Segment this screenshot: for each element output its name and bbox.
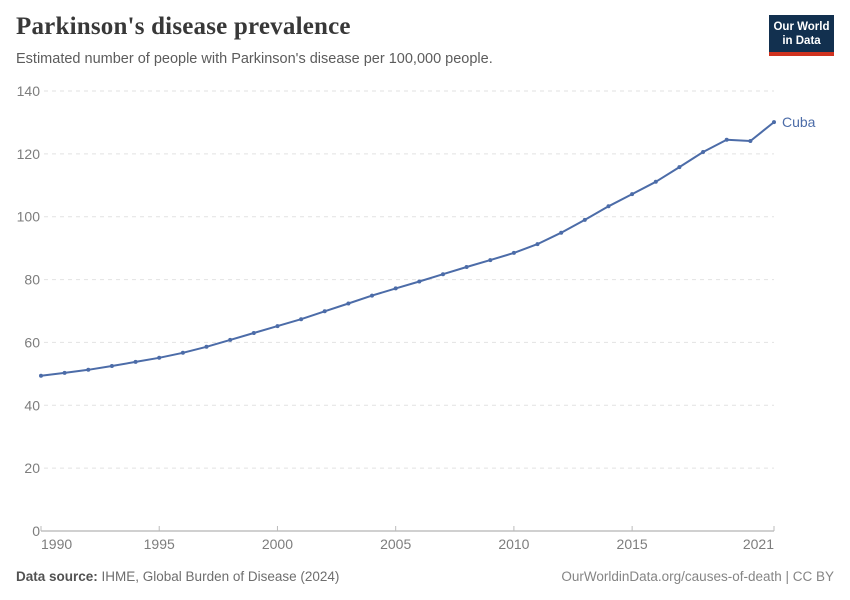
data-point[interactable] xyxy=(748,139,753,143)
data-point[interactable] xyxy=(535,242,540,247)
data-source-label: Data source: xyxy=(16,569,98,584)
x-axis-tick-label: 2021 xyxy=(743,536,774,552)
data-point[interactable] xyxy=(464,265,469,269)
y-axis-tick-label: 80 xyxy=(24,272,40,288)
owid-license-link[interactable]: OurWorldinData.org/causes-of-death | CC … xyxy=(561,569,834,584)
data-point[interactable] xyxy=(299,317,304,322)
series-label-cuba[interactable]: Cuba xyxy=(782,114,816,130)
y-axis-tick-label: 60 xyxy=(24,334,40,350)
data-point[interactable] xyxy=(180,350,185,355)
data-point[interactable] xyxy=(417,279,422,284)
data-point[interactable] xyxy=(133,359,138,364)
data-point[interactable] xyxy=(39,373,43,378)
y-axis-tick-label: 40 xyxy=(24,397,40,413)
data-point[interactable] xyxy=(228,337,233,342)
data-point[interactable] xyxy=(157,355,162,360)
data-point[interactable] xyxy=(606,204,611,209)
owid-logo[interactable]: Our World in Data xyxy=(769,15,834,56)
data-point[interactable] xyxy=(204,344,209,349)
data-source-text: IHME, Global Burden of Disease (2024) xyxy=(97,569,340,584)
data-point[interactable] xyxy=(86,367,91,372)
owid-logo-line2: in Data xyxy=(782,35,821,48)
data-point[interactable] xyxy=(653,179,658,184)
y-axis-tick-label: 140 xyxy=(17,83,41,99)
data-point[interactable] xyxy=(488,258,493,263)
data-point[interactable] xyxy=(251,331,256,335)
data-point[interactable] xyxy=(559,230,564,235)
y-axis-tick-label: 120 xyxy=(17,146,41,162)
data-point[interactable] xyxy=(109,364,114,368)
y-axis-tick-label: 20 xyxy=(24,460,40,476)
y-axis-tick-label: 100 xyxy=(17,209,41,225)
data-point[interactable] xyxy=(511,250,516,255)
data-point[interactable] xyxy=(630,192,635,197)
data-source-note: Data source: IHME, Global Burden of Dise… xyxy=(16,569,339,584)
data-point[interactable] xyxy=(62,370,67,375)
x-axis-tick-label: 1990 xyxy=(41,536,72,552)
x-axis-tick-label: 2010 xyxy=(498,536,529,552)
x-axis-tick-label: 2000 xyxy=(262,536,293,552)
data-point[interactable] xyxy=(701,150,706,154)
x-axis-tick-label: 2015 xyxy=(617,536,648,552)
data-point[interactable] xyxy=(677,165,682,170)
data-point[interactable] xyxy=(370,293,374,298)
data-point[interactable] xyxy=(441,272,445,277)
owid-logo-line1: Our World xyxy=(773,21,830,33)
data-point[interactable] xyxy=(772,120,776,125)
x-axis-tick-label: 2005 xyxy=(380,536,411,552)
y-axis-tick-label: 0 xyxy=(32,523,40,539)
data-point[interactable] xyxy=(322,309,327,314)
data-point[interactable] xyxy=(393,286,398,291)
data-point[interactable] xyxy=(346,301,351,306)
trend-line[interactable] xyxy=(40,121,775,377)
data-point[interactable] xyxy=(275,324,280,329)
data-point[interactable] xyxy=(724,137,729,142)
chart-subtitle: Estimated number of people with Parkinso… xyxy=(16,51,493,67)
data-point[interactable] xyxy=(582,217,587,222)
page-title: Parkinson's disease prevalence xyxy=(16,13,351,40)
x-axis-tick-label: 1995 xyxy=(144,536,175,552)
